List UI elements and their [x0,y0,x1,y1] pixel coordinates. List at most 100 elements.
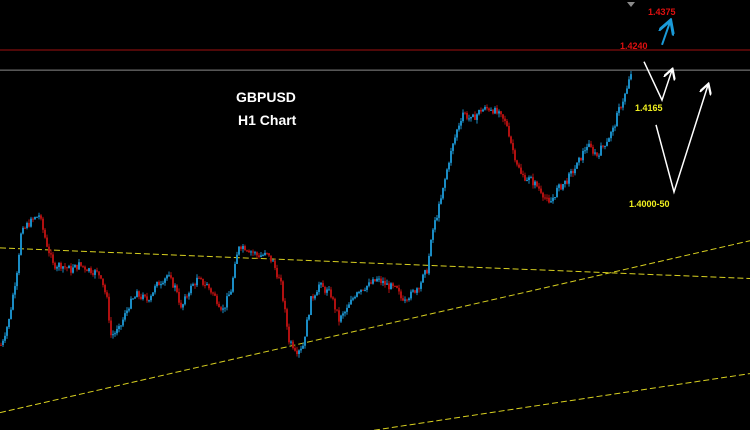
candle-up [250,251,252,253]
candle-down [240,246,242,249]
candle-up [192,284,194,286]
candle-up [58,262,60,268]
candle-up [564,180,566,185]
candle-up [606,141,608,146]
candle-down [86,269,88,272]
candle-up [304,336,306,346]
candle-down [330,289,332,298]
candle-up [314,295,316,299]
candle-down [208,284,210,289]
candle-up [12,294,14,310]
candle-up [168,275,170,277]
candle-up [88,268,90,272]
candle-up [428,255,430,274]
candle-up [124,313,126,320]
candle-down [176,285,178,292]
candle-down [496,107,498,114]
candle-down [210,288,212,293]
candle-down [146,296,148,301]
candle-down [414,290,416,293]
candle-down [218,303,220,308]
chart-timeframe: H1 Chart [238,112,297,128]
candle-down [280,277,282,282]
candle-down [406,299,408,301]
candle-up [128,308,130,311]
candle-up [68,265,70,269]
candle-up [424,270,426,275]
candle-down [258,255,260,257]
candle-up [454,137,456,144]
candle-up [306,319,308,337]
candle-up [164,278,166,283]
candle-up [318,284,320,292]
candle-down [572,171,574,174]
candle-up [526,180,528,182]
candle-up [530,177,532,179]
candle-up [162,282,164,285]
candle-down [0,344,2,346]
candle-down [522,173,524,176]
candle-up [232,277,234,292]
candle-up [618,107,620,113]
candle-up [438,203,440,218]
candle-up [160,284,162,286]
candle-up [376,278,378,282]
candle-up [616,112,618,127]
candle-up [630,74,632,80]
candle-up [612,127,614,132]
candle-down [52,254,54,263]
candle-up [450,150,452,163]
candle-up [470,116,472,119]
scroll-marker-icon[interactable] [627,2,635,7]
candle-up [482,109,484,112]
candle-down [518,164,520,168]
candle-up [610,131,612,139]
candle-down [44,229,46,238]
candle-up [452,143,454,151]
candle-up [562,184,564,190]
candle-up [94,270,96,275]
candle-up [230,291,232,295]
candle-down [560,184,562,190]
candle-up [460,121,462,126]
trendline [373,373,750,430]
candle-up [552,197,554,202]
candle-down [204,284,206,286]
candle-up [20,233,22,255]
candle-up [422,274,424,283]
candle-up [18,254,20,274]
candle-up [188,293,190,297]
candle-down [312,296,314,299]
candle-up [182,304,184,308]
candle-down [362,289,364,291]
candle-up [112,334,114,336]
candle-up [412,290,414,292]
candle-down [202,278,204,285]
candle-up [308,314,310,320]
candle-up [364,289,366,291]
candle-down [32,218,34,220]
candle-down [620,107,622,109]
candle-down [512,142,514,151]
candle-up [348,304,350,308]
candle-up [476,114,478,120]
candle-up [622,101,624,108]
candle-up [174,285,176,288]
candle-up [310,296,312,315]
candle-up [38,215,40,217]
candle-down [524,175,526,181]
candle-down [200,278,202,280]
candle-down [520,167,522,174]
candle-down [40,215,42,219]
candle-up [344,311,346,314]
candle-down [90,268,92,274]
candle-down [380,278,382,284]
candle-down [256,252,258,256]
candle-up [206,284,208,286]
candle-up [26,222,28,229]
candle-down [502,114,504,119]
candle-up [62,266,64,269]
candle-down [500,111,502,115]
